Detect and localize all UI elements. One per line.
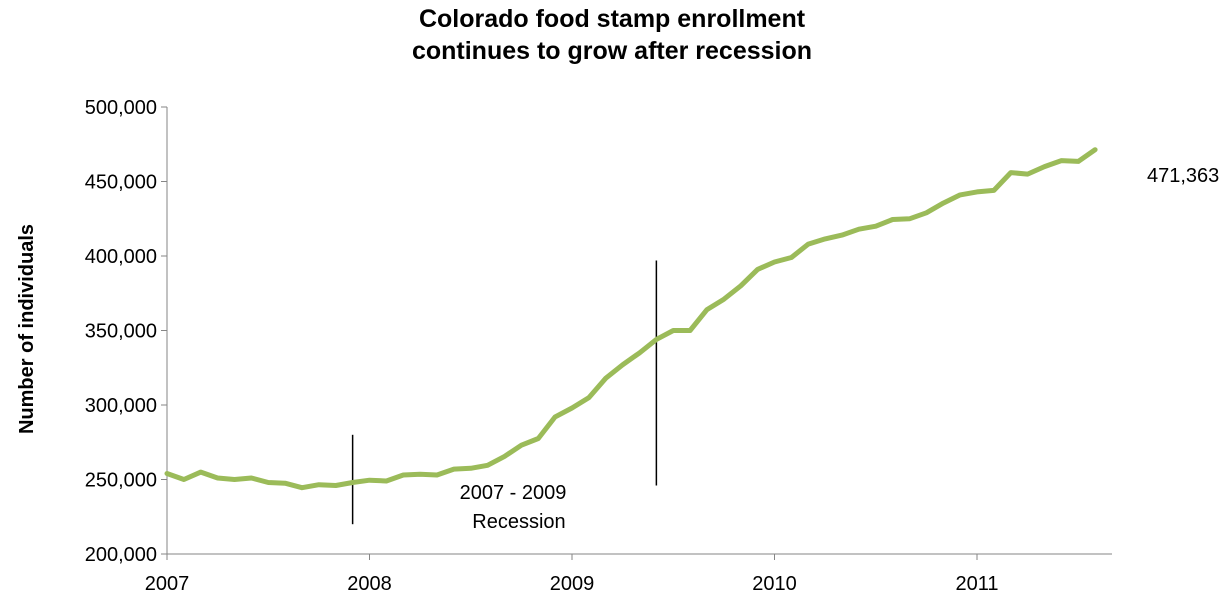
recession-label-line-1: 2007 - 2009: [460, 482, 567, 504]
x-axis-ticks: 2007 2008 2009 2010 2011: [145, 554, 999, 595]
x-tick-label: 2008: [347, 573, 392, 595]
recession-markers: [351, 260, 658, 525]
x-tick-label: 2009: [550, 573, 595, 595]
chart-title-line-2: continues to grow after recession: [411, 37, 813, 65]
chart-title-line-1: Colorado food stamp enrollment: [418, 5, 806, 33]
end-value-label: 471,363: [1147, 165, 1219, 187]
series-layer: [164, 147, 1098, 491]
series-line-enrollment: [164, 147, 1098, 491]
y-tick-label: 300,000: [85, 395, 157, 417]
recession-label-line-2: Recession: [472, 511, 565, 533]
y-tick-label: 200,000: [85, 544, 157, 566]
x-tick-label: 2010: [752, 573, 797, 595]
y-tick-label: 500,000: [85, 97, 157, 119]
y-tick-label: 250,000: [85, 470, 157, 492]
y-tick-label: 350,000: [85, 321, 157, 343]
x-tick-label: 2007: [145, 573, 190, 595]
chart-title: Colorado food stamp enrollment continues…: [0, 0, 1224, 67]
y-axis-label: Number of individuals: [16, 224, 38, 434]
x-tick-label: 2011: [955, 573, 998, 595]
y-tick-label: 400,000: [85, 246, 157, 268]
y-tick-label: 450,000: [85, 172, 157, 194]
y-axis-ticks: 200,000 250,000 300,000 350,000 400,000 450,0…: [85, 97, 167, 566]
